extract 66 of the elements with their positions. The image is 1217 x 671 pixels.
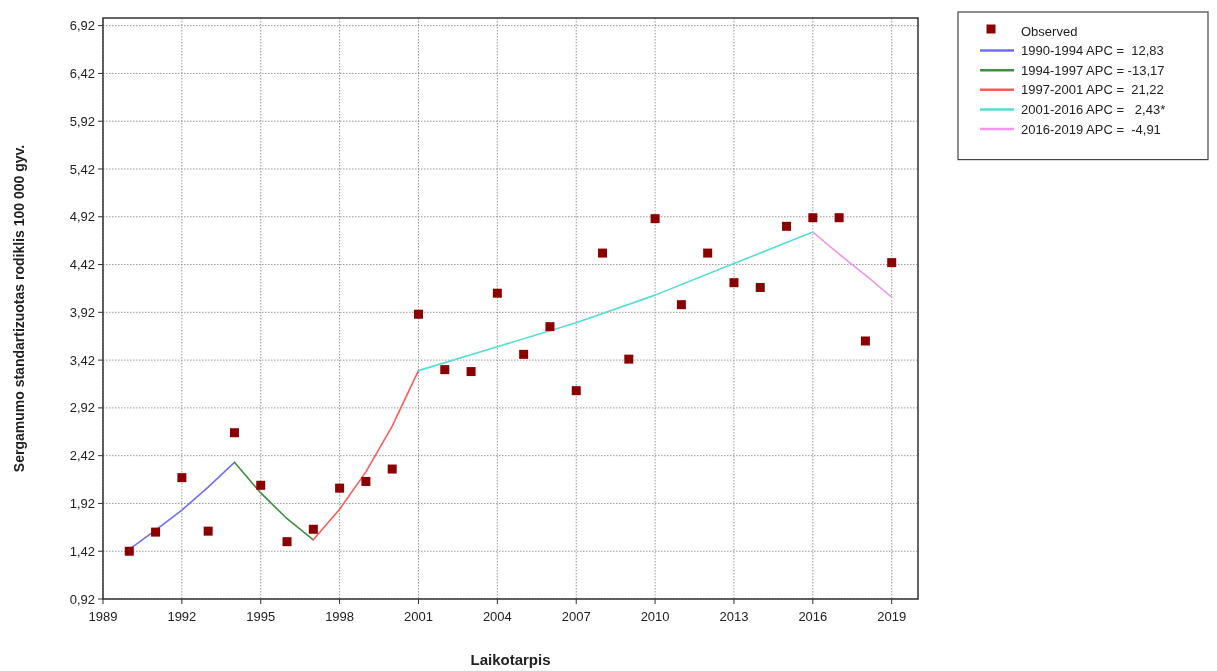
point	[887, 258, 897, 268]
point	[124, 546, 134, 556]
point	[335, 483, 345, 493]
point	[676, 300, 686, 310]
y-tick-label: 6,42	[69, 65, 95, 81]
point	[308, 524, 318, 534]
point	[571, 386, 581, 396]
legend-label: 2016-2019 APC = -4,91	[1021, 121, 1161, 137]
x-tick-label: 2019	[877, 609, 907, 624]
point	[361, 476, 371, 486]
point	[229, 428, 239, 438]
y-tick-label: 1,92	[69, 495, 95, 511]
point	[624, 354, 634, 364]
point	[545, 322, 555, 332]
point	[387, 464, 397, 474]
point	[440, 365, 450, 375]
point	[703, 248, 713, 258]
x-tick-label: 2010	[640, 609, 670, 624]
point	[282, 537, 292, 547]
x-tick-label: 2004	[482, 609, 512, 624]
point	[782, 221, 792, 231]
legend-label: Observed	[1021, 23, 1078, 39]
y-axis-title: Sergamumo standartizuotas rodiklis 100 000 gyv.	[11, 144, 27, 473]
x-axis-title: Laikotarpis	[470, 651, 551, 668]
line-series	[417, 231, 814, 372]
x-tick-label: 2007	[561, 609, 591, 624]
legend-label: 2001-2016 APC = 2,43*	[1021, 101, 1166, 117]
point	[729, 278, 739, 288]
y-tick-label: 6,92	[69, 18, 95, 34]
legend-label: 1997-2001 APC = 21,22	[1021, 82, 1164, 98]
point	[492, 288, 502, 298]
point	[151, 527, 161, 537]
point	[203, 526, 213, 536]
legend-label: 1994-1997 APC = -13,17	[1021, 62, 1165, 78]
y-tick-label: 1,42	[69, 543, 95, 559]
point	[755, 282, 765, 292]
point	[466, 367, 476, 377]
x-tick-label: 1995	[246, 609, 276, 624]
point	[834, 213, 844, 223]
point	[256, 480, 266, 490]
point	[650, 214, 660, 224]
x-tick-label: 2001	[404, 609, 433, 624]
line-series	[312, 369, 420, 541]
y-tick-label: 5,92	[69, 113, 95, 129]
line-series	[233, 461, 315, 541]
x-tick-label: 1989	[88, 609, 118, 624]
y-tick-label: 2,42	[69, 448, 95, 464]
line-series	[812, 231, 893, 298]
y-tick-label: 3,42	[69, 352, 95, 368]
y-tick-label: 5,42	[69, 161, 95, 177]
point	[177, 473, 187, 483]
x-tick-label: 1998	[325, 609, 355, 624]
y-tick-label: 0,92	[69, 591, 95, 607]
y-tick-label: 4,42	[69, 257, 95, 273]
x-tick-label: 2013	[719, 609, 749, 624]
point	[598, 248, 608, 258]
y-tick-label: 2,92	[69, 400, 95, 416]
x-tick-label: 1992	[167, 609, 197, 624]
y-tick-label: 3,92	[69, 304, 95, 320]
point	[808, 213, 818, 223]
y-tick-label: 4,92	[69, 209, 95, 225]
legend-label: 1990-1994 APC = 12,83	[1021, 43, 1164, 59]
point	[519, 349, 529, 359]
point	[860, 336, 870, 346]
x-tick-label: 2016	[798, 609, 828, 624]
point	[413, 309, 423, 319]
